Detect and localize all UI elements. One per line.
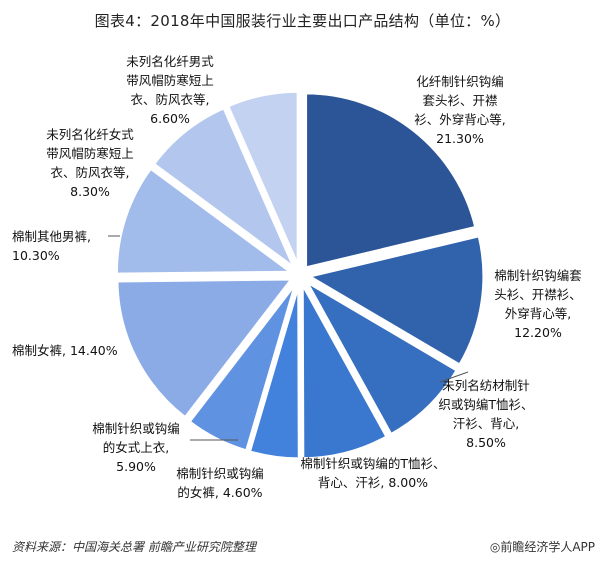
leader-line — [439, 371, 469, 383]
pie-slice — [247, 283, 301, 461]
pie-slice — [304, 91, 478, 270]
source-note: 资料来源：中国海关总署 前瞻产业研究院整理 — [12, 540, 256, 554]
pie-slice — [225, 89, 300, 267]
pie-slice — [114, 166, 296, 276]
pie-slice — [304, 233, 486, 368]
slice-label: 棉制女裤, 14.40% — [12, 343, 118, 358]
pie-slice — [300, 282, 390, 461]
slice-label: 未列名化纤男式带风帽防寒短上衣、防风衣等, 6.60% — [126, 54, 214, 126]
pie-slice — [151, 105, 299, 273]
pie-slice — [115, 277, 296, 420]
pie-slice — [187, 282, 298, 453]
slice-label: 棉制针织或钩编的女式上衣, 5.90% — [92, 421, 180, 474]
slice-label: 棉制针织或钩编的女裤, 4.60% — [176, 466, 264, 500]
pie-slice — [302, 277, 460, 437]
slice-label: 未列名纺材制针织或钩编T恤衫、汗衫、背心, 8.50% — [438, 378, 533, 450]
slice-label: 棉制针织钩编套头衫、开襟衫、外穿背心等, 12.20% — [494, 268, 582, 340]
slice-label: 棉制其他男裤, 10.30% — [12, 229, 91, 263]
slice-label: 未列名化纤女式带风帽防寒短上衣、防风衣等, 8.30% — [46, 127, 134, 199]
slice-label: 棉制针织或钩编的T恤衫、背心、汗衫, 8.00% — [300, 456, 445, 490]
brand-logo-text: ◎前瞻经济学人APP — [489, 540, 595, 554]
chart-title: 图表4：2018年中国服装行业主要出口产品结构（单位：%） — [94, 12, 511, 30]
slice-label: 化纤制针织钩编套头衫、开襟衫、外穿背心等, 21.30% — [414, 74, 505, 146]
